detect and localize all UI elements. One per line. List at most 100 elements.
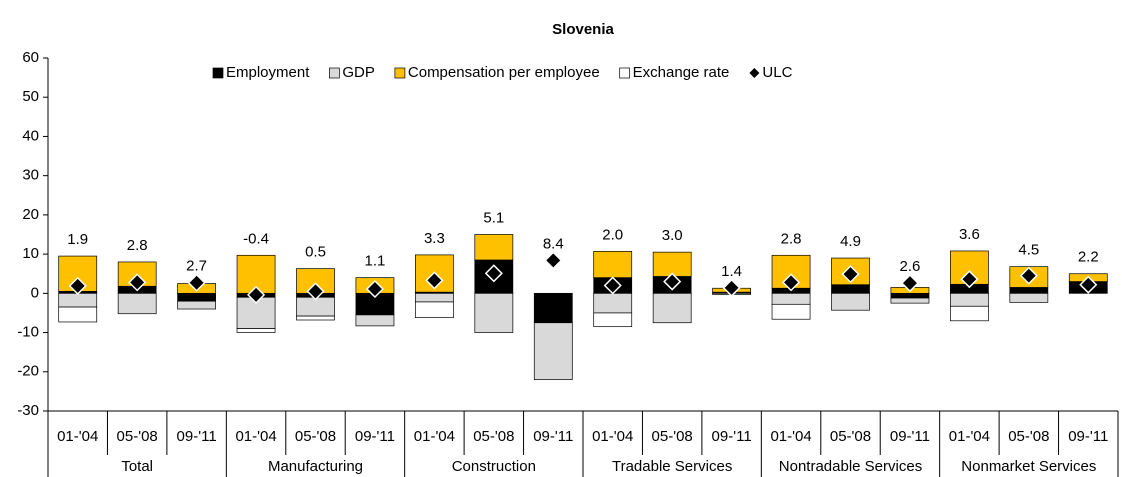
data-label: 2.8 xyxy=(781,230,802,247)
y-tick-label: -30 xyxy=(17,402,39,419)
data-label: 2.8 xyxy=(127,237,148,254)
x-tick-label: 01-'04 xyxy=(592,428,633,445)
ulc-marker xyxy=(68,276,87,295)
ulc-marker xyxy=(187,273,206,292)
legend-label: GDP xyxy=(342,64,375,81)
bar-segment xyxy=(771,292,811,305)
ulc-marker xyxy=(603,276,622,295)
bar-segment xyxy=(415,301,454,319)
ulc-marker xyxy=(425,271,444,290)
ulc-marker xyxy=(841,265,860,284)
ulc-marker xyxy=(306,282,325,301)
ulc-marker xyxy=(900,274,920,293)
ulc-marker xyxy=(722,278,741,297)
bar-segment xyxy=(1009,287,1049,294)
ulc-marker xyxy=(1019,266,1038,285)
bar-segment xyxy=(593,251,633,278)
bar-segment xyxy=(593,292,633,314)
data-label: -0.4 xyxy=(243,230,269,247)
ulc-marker xyxy=(128,273,147,292)
ulc-marker xyxy=(544,251,563,270)
y-tick-label: 30 xyxy=(22,167,39,184)
bar-segment xyxy=(593,312,633,328)
bar-segment xyxy=(652,251,692,277)
x-tick-label: 09-'11 xyxy=(890,428,930,445)
data-label: 1.1 xyxy=(365,253,386,270)
ulc-marker xyxy=(663,272,682,291)
data-label: 2.6 xyxy=(900,258,921,275)
bar-segment xyxy=(474,234,514,261)
data-label: 1.4 xyxy=(721,263,742,280)
y-tick-label: -20 xyxy=(17,363,39,380)
data-label: 2.2 xyxy=(1078,249,1099,266)
data-label: 3.0 xyxy=(662,227,683,244)
bar-segment xyxy=(1009,292,1049,303)
x-tick-label: 05-'08 xyxy=(295,428,336,445)
bar-segment xyxy=(58,292,98,308)
legend-marker xyxy=(749,68,760,78)
data-label: 1.9 xyxy=(67,231,88,248)
legend-swatch xyxy=(394,67,406,79)
data-label: 2.7 xyxy=(186,258,207,275)
group-label: Nontradable Services xyxy=(779,458,922,475)
bar-segment xyxy=(890,292,930,299)
x-tick-label: 01-'04 xyxy=(235,428,276,445)
y-tick-label: 10 xyxy=(22,245,39,262)
ulc-marker xyxy=(365,279,385,299)
bar-segment xyxy=(355,314,395,327)
legend-label: Compensation per employee xyxy=(408,64,600,81)
chart-title: Slovenia xyxy=(552,21,614,38)
x-tick-label: 09-'11 xyxy=(177,428,217,445)
data-label: 0.5 xyxy=(305,244,326,261)
x-tick-label: 05-'08 xyxy=(652,428,693,445)
x-tick-label: 09-'11 xyxy=(533,428,573,445)
data-label: 4.9 xyxy=(840,233,861,250)
ulc-marker xyxy=(960,270,979,289)
bar-segment xyxy=(771,303,811,320)
group-label: Nonmarket Services xyxy=(961,458,1096,475)
data-label: 3.3 xyxy=(424,230,445,247)
bar-segment xyxy=(950,305,989,322)
data-label: 4.5 xyxy=(1018,242,1039,259)
x-tick-label: 05-'08 xyxy=(830,428,871,445)
bar-segment xyxy=(58,306,98,323)
bar-segment xyxy=(652,292,692,324)
bar-segment xyxy=(177,300,216,310)
bar-segment xyxy=(117,292,157,315)
ulc-marker xyxy=(484,264,503,283)
x-tick-label: 01-'04 xyxy=(949,428,990,445)
x-tick-label: 05-'08 xyxy=(1008,428,1049,445)
bar-segment xyxy=(236,328,276,333)
bar-segment xyxy=(950,292,989,307)
y-tick-label: 60 xyxy=(22,49,39,66)
bar-segment xyxy=(890,297,930,304)
x-tick-label: 05-'08 xyxy=(117,428,158,445)
ulc-marker xyxy=(781,273,801,292)
data-label: 8.4 xyxy=(543,235,564,252)
bar-segment xyxy=(533,322,573,380)
bar-segment xyxy=(415,292,454,303)
legend-swatch xyxy=(619,67,631,79)
bar-segment xyxy=(831,292,870,311)
legend-label: Employment xyxy=(226,64,310,81)
x-tick-label: 09-'11 xyxy=(712,428,752,445)
y-tick-label: -10 xyxy=(17,324,39,341)
y-tick-label: 20 xyxy=(22,206,39,223)
x-tick-label: 09-'11 xyxy=(1068,428,1108,445)
x-tick-label: 01-'04 xyxy=(770,428,811,445)
x-tick-label: 05-'08 xyxy=(473,428,514,445)
data-label: 5.1 xyxy=(483,209,504,226)
y-tick-label: 0 xyxy=(31,284,39,301)
legend-label: ULC xyxy=(762,64,792,81)
ulc-marker xyxy=(246,285,266,304)
x-tick-label: 09-'11 xyxy=(355,428,395,445)
x-tick-label: 01-'04 xyxy=(57,428,98,445)
group-label: Construction xyxy=(452,458,536,475)
bar-segment xyxy=(474,292,514,333)
bar-segment xyxy=(831,284,870,294)
y-tick-label: 50 xyxy=(22,88,39,105)
group-label: Tradable Services xyxy=(612,458,732,475)
bar-segment xyxy=(177,292,216,302)
group-label: Manufacturing xyxy=(268,458,363,475)
